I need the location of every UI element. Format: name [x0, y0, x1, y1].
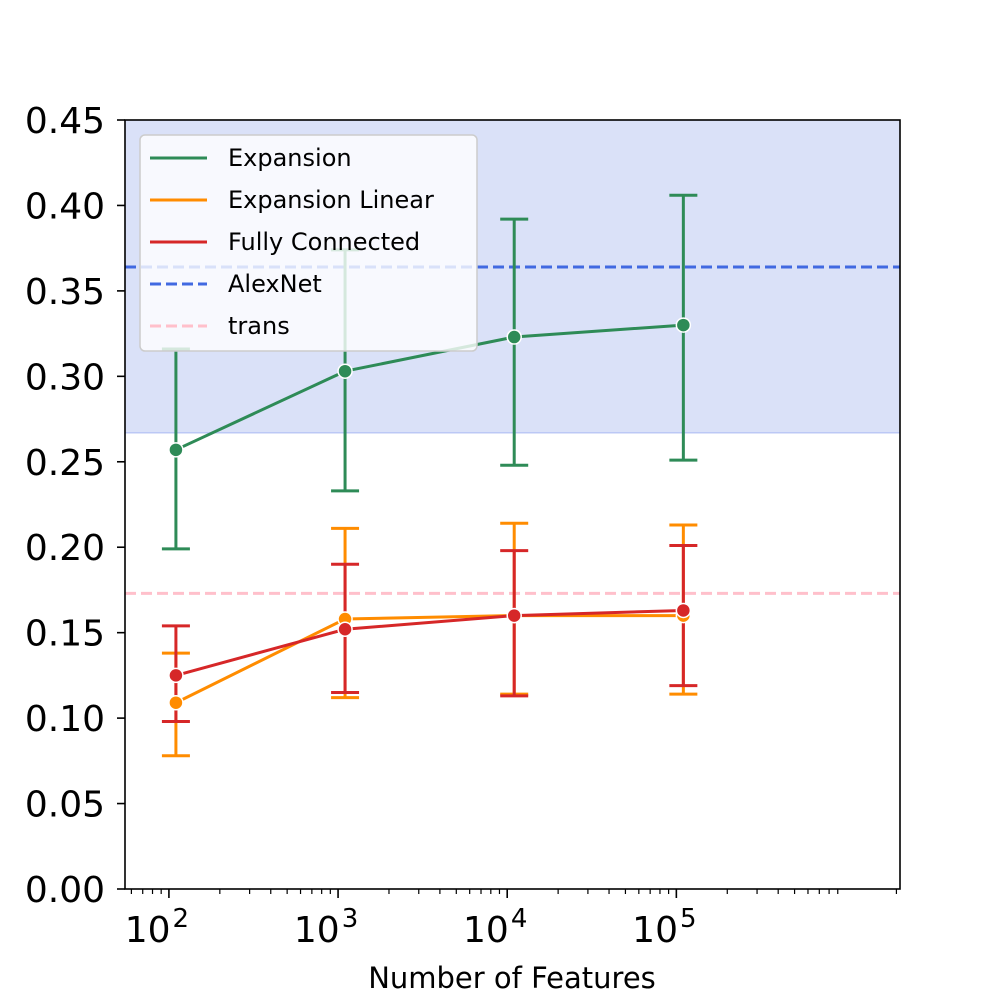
legend-label-fully-connected: Fully Connected [228, 228, 420, 256]
legend-label-expansion: Expansion [228, 144, 352, 172]
data-point-expansion [168, 442, 184, 458]
data-point-expansion [675, 317, 692, 333]
x-axis-title: Number of Features [368, 961, 656, 995]
data-point-expansion-linear [168, 694, 184, 711]
y-tick-label: 0.40 [25, 186, 105, 227]
legend: Expansion Expansion Linear Fully Connected… [139, 134, 478, 352]
data-point-fully-connected [506, 607, 522, 624]
data-point-fully-connected [675, 602, 692, 619]
legend-label-alexnet: AlexNet [228, 270, 322, 298]
y-tick-label: 0.05 [25, 785, 105, 826]
axes: 0.00 0.05 0.10 0.15 0.20 0.25 0.30 0.35 0.40 0.45… [25, 101, 901, 951]
y-tick-label: 0.25 [25, 443, 105, 484]
legend-label-expansion-linear: Expansion Linear [228, 186, 434, 214]
x-tick-label: 104 [463, 904, 527, 951]
data-point-expansion [506, 329, 522, 345]
y-tick-label: 0.20 [25, 528, 105, 569]
data-point-expansion [337, 363, 353, 379]
series-line-expansion [175, 323, 684, 452]
y-tick-label: 0.00 [25, 870, 105, 911]
legend-label-trans: trans [228, 312, 290, 340]
series-line-fully-connected [175, 608, 684, 677]
data-point-fully-connected [168, 667, 184, 684]
y-tick-label: 0.15 [25, 614, 105, 655]
legend-box [139, 134, 478, 352]
y-tick-label: 0.30 [25, 357, 105, 398]
series-line-expansion-linear [175, 614, 684, 705]
x-tick-label: 105 [632, 904, 696, 951]
y-tick-label: 0.45 [25, 101, 105, 142]
y-tick-label: 0.10 [25, 699, 105, 740]
y-tick-label: 0.35 [25, 272, 105, 313]
data-point-fully-connected [337, 621, 353, 637]
x-tick-label: 102 [125, 904, 189, 951]
plot-frame [124, 119, 901, 890]
x-tick-label: 103 [294, 904, 358, 951]
